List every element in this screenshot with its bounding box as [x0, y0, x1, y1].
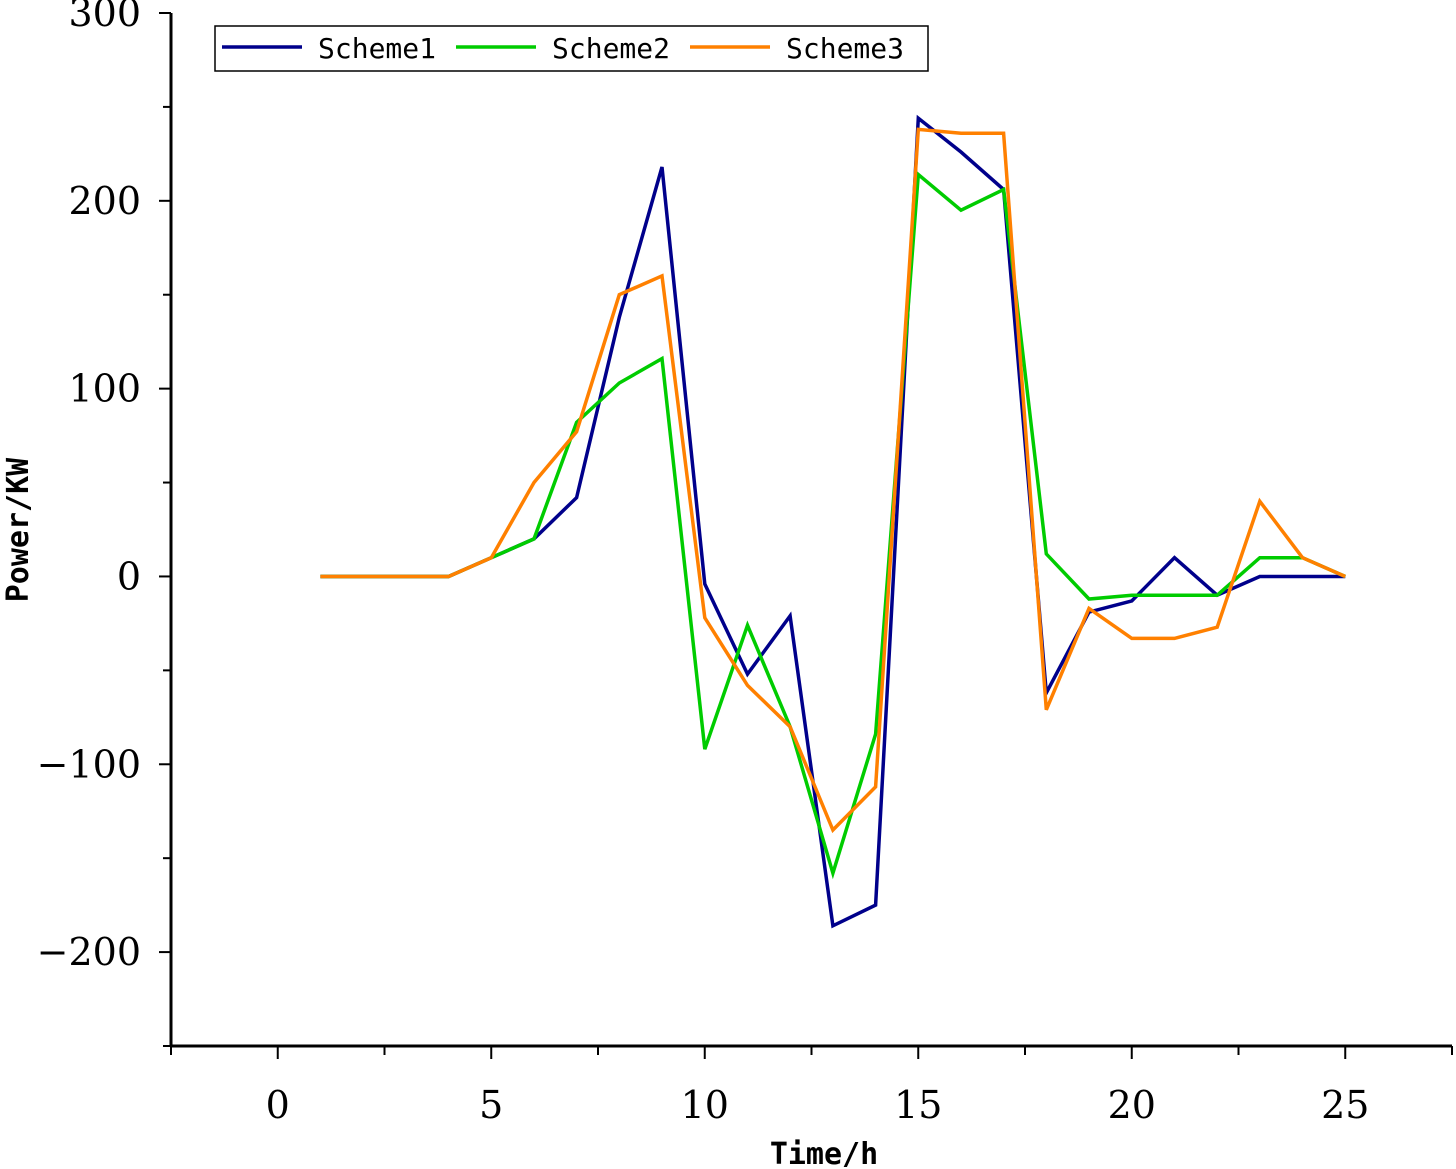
y-tick-label: −200	[37, 930, 141, 974]
series-line-scheme1	[320, 114, 1346, 929]
series-layer	[320, 114, 1347, 929]
x-tick-label: 0	[266, 1083, 290, 1127]
axes: −200 −100 0 100 200 300 0 5 10 15 20 25	[37, 0, 1453, 1127]
legend-label-scheme3: Scheme3	[786, 32, 904, 65]
x-tick-label: 25	[1321, 1083, 1369, 1127]
legend-label-scheme1: Scheme1	[318, 32, 436, 65]
y-tick-label: 100	[68, 367, 141, 411]
x-axis-title: Time/h	[770, 1137, 878, 1169]
x-tick-label: 10	[681, 1083, 729, 1127]
x-tick-label: 20	[1108, 1083, 1156, 1127]
x-tick-label: 5	[479, 1083, 503, 1127]
legend: Scheme1 Scheme2 Scheme3	[214, 25, 929, 72]
series-line-scheme2	[320, 170, 1347, 880]
x-tick-label: 15	[894, 1083, 942, 1127]
y-tick-label: 200	[68, 179, 141, 223]
y-tick-label: 0	[117, 554, 141, 598]
y-tick-label: −100	[37, 742, 141, 786]
y-axis-title: Power/KW	[1, 457, 36, 602]
legend-box	[214, 25, 929, 72]
y-tick-label: 300	[68, 0, 141, 35]
legend-label-scheme2: Scheme2	[552, 32, 670, 65]
series-line-scheme3	[320, 127, 1347, 834]
